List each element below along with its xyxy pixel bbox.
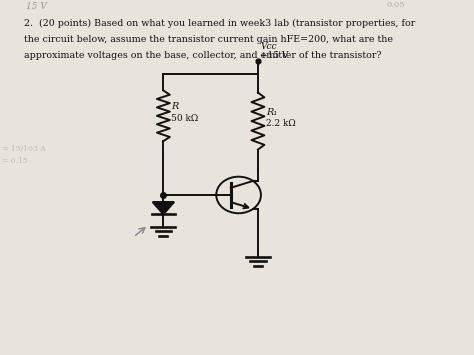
Text: R₁: R₁ <box>265 108 277 117</box>
Text: the circuit below, assume the transistor current gain hFE=200, what are the: the circuit below, assume the transistor… <box>24 35 392 44</box>
Text: 50 kΩ: 50 kΩ <box>171 114 198 123</box>
Text: 0.05: 0.05 <box>387 1 405 9</box>
Text: = 15/103 A: = 15/103 A <box>2 145 46 153</box>
Text: +15 V: +15 V <box>260 50 289 60</box>
Text: = 0.15: = 0.15 <box>2 157 28 165</box>
Text: 15 V: 15 V <box>26 1 46 11</box>
Text: R: R <box>171 103 179 111</box>
Polygon shape <box>153 202 174 214</box>
Text: approximate voltages on the base, collector, and emitter of the transistor?: approximate voltages on the base, collec… <box>24 51 381 60</box>
Text: 2.  (20 points) Based on what you learned in week3 lab (transistor properties, f: 2. (20 points) Based on what you learned… <box>24 19 415 28</box>
Text: 2.2 kΩ: 2.2 kΩ <box>265 119 295 129</box>
Text: Vcc: Vcc <box>260 43 277 51</box>
